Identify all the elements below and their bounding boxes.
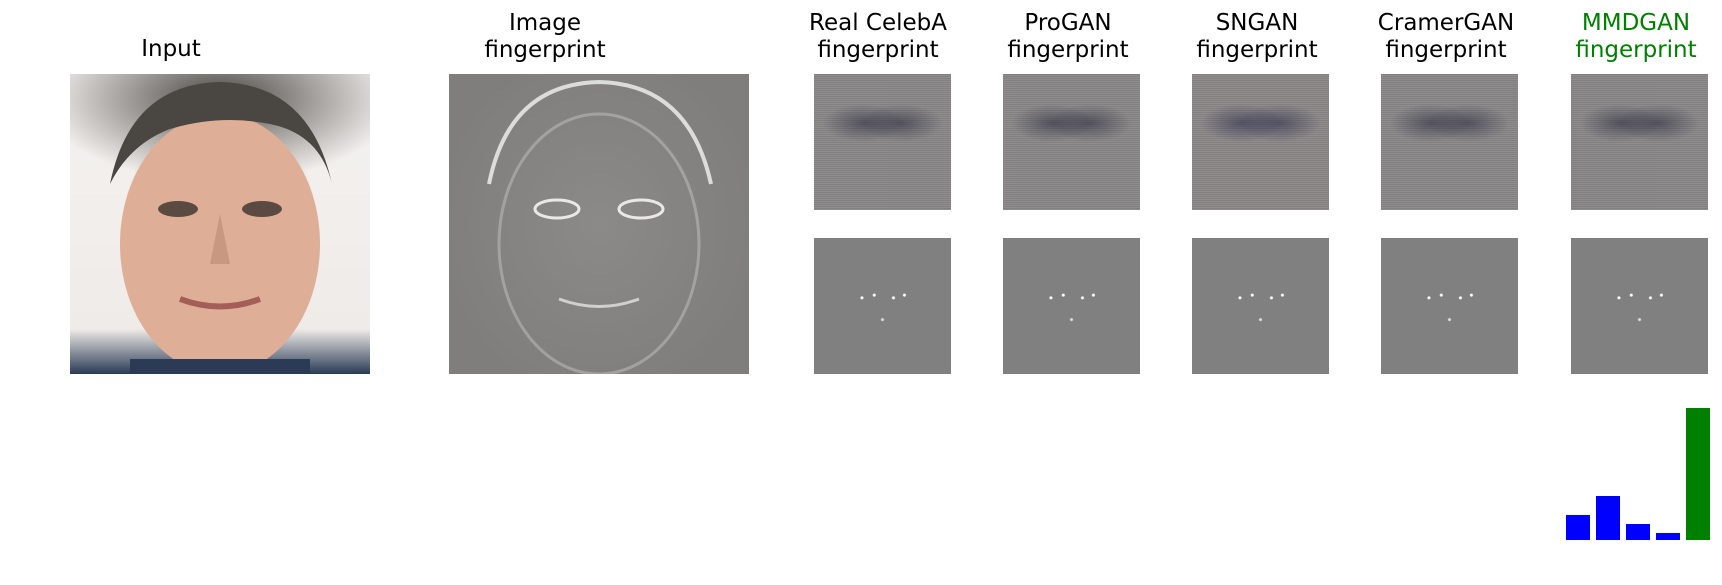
bar-mmdgan [1686,408,1710,540]
attribution-bar-chart [1566,408,1716,540]
real-celeba-response-map [814,238,951,374]
sngan-response-map [1192,238,1329,374]
sngan-fingerprint-image [1192,74,1329,210]
progan-response-map [1003,238,1140,374]
mmdgan-response-map [1571,238,1708,374]
bar-sngan [1626,524,1650,540]
progan-fingerprint-image [1003,74,1140,210]
cramergan-fingerprint-image [1381,74,1518,210]
bar-progan [1596,496,1620,540]
title-real-celeba-fingerprint: Real CelebA fingerprint [809,10,947,63]
cramergan-response-map [1381,238,1518,374]
bar-cramergan [1656,533,1680,540]
title-cramergan-fingerprint: CramerGAN fingerprint [1377,10,1515,63]
title-mmdgan-fingerprint: MMDGAN fingerprint [1575,10,1697,63]
title-input: Input [141,36,201,62]
image-fingerprint-image [449,74,749,374]
image-fingerprint-illustration [487,79,713,374]
real-celeba-fingerprint-image [814,74,951,210]
title-image-fingerprint: Image fingerprint [484,10,606,63]
input-face-image [70,74,370,374]
title-progan-fingerprint: ProGAN fingerprint [1007,10,1129,63]
face-illustration [110,82,332,374]
title-sngan-fingerprint: SNGAN fingerprint [1196,10,1318,63]
mmdgan-fingerprint-image [1571,74,1708,210]
bar-real-celeba [1566,515,1590,540]
